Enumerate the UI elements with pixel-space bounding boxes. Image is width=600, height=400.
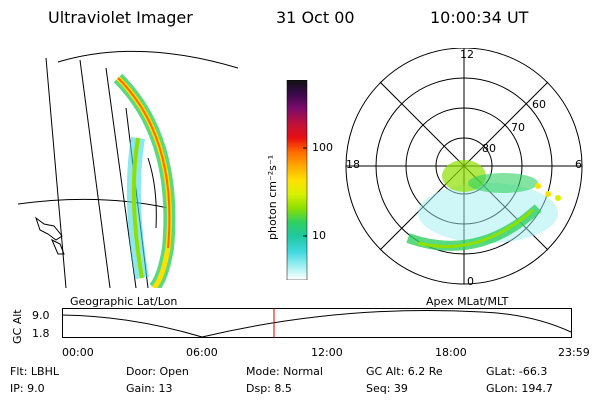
longitude-line [79, 59, 111, 288]
altitude-curve [62, 309, 572, 338]
latitude-arc [18, 198, 169, 209]
timeline-ytick: 9.0 [32, 309, 50, 322]
seq-info: Seq: 39 [366, 382, 408, 395]
latitude-arc [57, 50, 239, 69]
altitude-timeline [62, 308, 572, 338]
polar-aurora [406, 160, 561, 251]
filter-info: Flt: LBHL [10, 365, 59, 378]
polar-plot [345, 48, 583, 285]
timeline-xtick: 00:00 [62, 346, 94, 359]
lat-label: 70 [511, 121, 525, 134]
aurora-band [113, 73, 176, 288]
colorbar-unit-label: photon cm⁻²s⁻¹ [266, 154, 279, 240]
ip-info: IP: 9.0 [10, 382, 45, 395]
right-panel-label: Apex MLat/MLT [426, 295, 509, 308]
date-label: 31 Oct 00 [276, 8, 355, 27]
mode-info: Mode: Normal [246, 365, 323, 378]
timeline-xtick: 06:00 [186, 346, 218, 359]
colorbar-tick: 100 [312, 141, 333, 154]
mlt-label-bottom: 0 [467, 275, 474, 288]
gc-alt-info: GC Alt: 6.2 Re [366, 365, 443, 378]
timeline-xtick: 18:00 [435, 346, 467, 359]
mlt-label-top: 12 [460, 48, 474, 61]
dsp-info: Dsp: 8.5 [246, 382, 292, 395]
landmass [35, 216, 65, 255]
door-info: Door: Open [126, 365, 189, 378]
left-panel-label: Geographic Lat/Lon [70, 295, 178, 308]
mlt-label-right: 6 [575, 158, 582, 171]
instrument-title: Ultraviolet Imager [48, 8, 193, 27]
timeline-xtick: 23:59 [558, 346, 590, 359]
colorbar-tick: 10 [312, 229, 326, 242]
glon-info: GLon: 194.7 [486, 382, 553, 395]
timeline-ylabel: GC Alt [11, 309, 24, 344]
colorbar [286, 80, 308, 280]
lat-label: 60 [532, 98, 546, 111]
gain-info: Gain: 13 [126, 382, 173, 395]
glat-info: GLat: -66.3 [486, 365, 548, 378]
timeline-ytick: 1.8 [32, 327, 50, 340]
geographic-map [18, 50, 239, 288]
mlt-label-left: 18 [346, 158, 360, 171]
time-label: 10:00:34 UT [430, 8, 529, 27]
lat-label: 80 [482, 142, 496, 155]
timeline-xtick: 12:00 [311, 346, 343, 359]
